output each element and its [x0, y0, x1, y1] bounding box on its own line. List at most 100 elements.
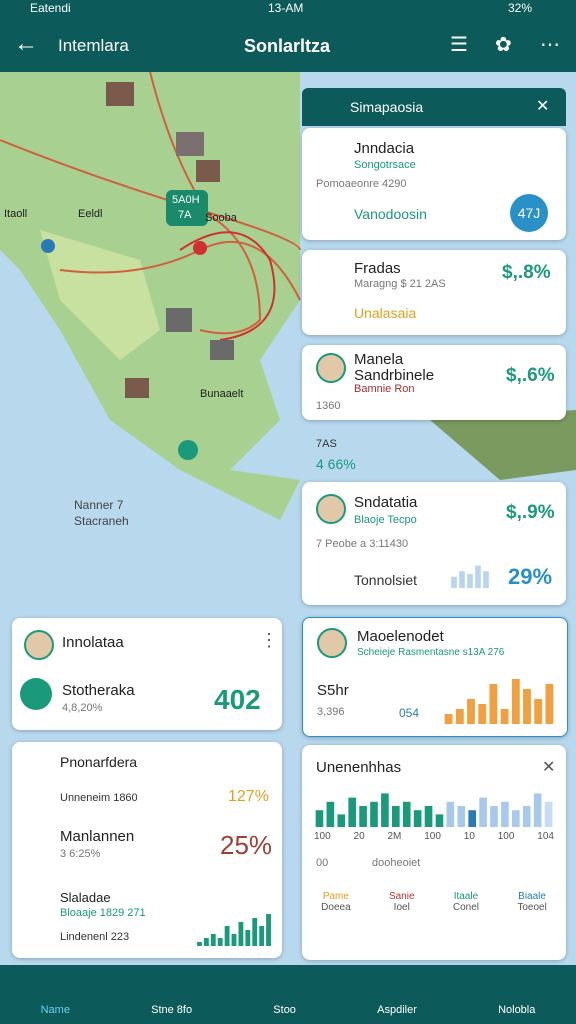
panel-header: Simapaosia ✕ — [302, 88, 566, 126]
bar — [490, 806, 498, 827]
card-value: $,.9% — [506, 502, 555, 523]
bar — [500, 709, 509, 724]
card[interactable]: Jnndacia Songotrsace Pomoaeonre 4290 Van… — [302, 128, 566, 240]
bar — [446, 801, 455, 827]
row-name: Lindenenl 223 — [60, 931, 130, 943]
bar — [245, 930, 251, 946]
nav-item[interactable]: Name — [40, 1004, 70, 1016]
bar — [210, 934, 216, 946]
card[interactable]: Fradas Maragng $ 21 2AS $,.8% Unalasaia — [302, 250, 566, 335]
row-meta: Bloaaje 1829 271 — [60, 907, 146, 919]
card-value: $,.6% — [506, 365, 555, 386]
map-label: 5A0H — [172, 194, 200, 206]
bar — [451, 576, 457, 588]
menu-icon[interactable]: ☰ — [450, 34, 468, 56]
bar — [337, 814, 346, 827]
badge-button[interactable]: 47J — [510, 194, 548, 232]
card-note: 1360 — [316, 400, 341, 412]
legend-item[interactable]: 00 — [316, 857, 329, 869]
bar — [479, 797, 487, 827]
row-meta: 3 6:25% — [60, 848, 101, 860]
bar — [457, 806, 466, 827]
item-name: Itaale — [453, 891, 479, 902]
map-label: Nanner 7 — [74, 498, 124, 512]
card[interactable]: Manela Sandrbinele Bamnie Ron $,.6% 1360 — [302, 345, 566, 420]
map-label: Eeldl — [78, 208, 103, 220]
nav-item[interactable]: Aspdiler — [377, 1004, 417, 1016]
back-label[interactable]: Intemlara — [58, 36, 129, 55]
map-label: Bunaaelt — [200, 388, 244, 400]
bar — [444, 714, 453, 724]
more-icon[interactable]: ⋯ — [540, 34, 560, 56]
back-button[interactable]: ← — [14, 30, 38, 57]
item[interactable]: Itaale Conel — [453, 891, 479, 913]
card[interactable]: Sndatatia Blaoje Tecpo $,.9% 7 Peobe a 3… — [302, 482, 566, 605]
bar — [475, 565, 481, 588]
card[interactable]: Unenenhhas ✕ 100 20 2M 100 10 100 104 00 doohe… — [302, 745, 566, 960]
card-title: Fradas — [354, 260, 401, 277]
bar — [534, 699, 543, 724]
card[interactable]: Pnonarfdera Unneneim 1860 127% Manlannen… — [12, 742, 282, 958]
card-subtitle: Songotrsace — [354, 159, 416, 171]
bar — [544, 801, 553, 827]
nav-item[interactable]: Stoo — [273, 1004, 296, 1016]
map-stat: 4 66% — [316, 456, 356, 472]
card-action[interactable]: Vanodoosin — [354, 206, 427, 222]
bar — [413, 810, 422, 827]
card[interactable]: Innolataa ⋮ Stotheraka 4,8,20% 402 — [12, 618, 282, 730]
axis-label: 100 — [424, 831, 441, 842]
card-badge: 054 — [399, 706, 420, 720]
legend-item[interactable]: dooheoiet — [372, 857, 421, 869]
card-meta: 4,8,20% — [62, 702, 103, 714]
more-icon[interactable]: ⋮ — [260, 630, 278, 650]
item-name: Sanie — [388, 891, 415, 902]
bottom-nav: Name Stne 8fo Stoo Aspdiler Nolobla — [0, 965, 576, 1024]
card[interactable]: Maoelenodet Scheieje Rasmentasne s13A 27… — [302, 617, 568, 737]
card-meta: Maragng $ 21 2AS — [354, 278, 446, 290]
bar — [467, 574, 473, 588]
card-stat: 29% — [508, 564, 553, 589]
axis-label: 100 — [497, 831, 515, 842]
bar — [231, 934, 237, 946]
axis-label: 100 — [314, 831, 331, 842]
bar-chart — [315, 793, 553, 827]
card-meta: Bamnie Ron — [354, 383, 415, 395]
item[interactable]: Biaale Toeoel — [517, 891, 546, 913]
axis-label: 2M — [387, 831, 402, 842]
bar — [533, 793, 542, 827]
battery: 32% — [508, 1, 533, 15]
map-label: Stacraneh — [74, 514, 129, 528]
bar — [266, 914, 271, 946]
axis-labels: 100 20 2M 100 10 100 104 — [314, 831, 554, 842]
card-value: $,.8% — [502, 262, 551, 283]
close-button[interactable]: ✕ — [542, 759, 556, 776]
item[interactable]: Pame Doeea — [321, 891, 350, 913]
bar — [459, 571, 465, 588]
bar — [435, 814, 444, 827]
card-subtitle: Blaoje Tecpo — [354, 514, 417, 526]
settings-icon[interactable]: ✿ — [495, 34, 512, 56]
bar — [326, 801, 335, 827]
item-name: Pame — [322, 891, 349, 902]
bar — [511, 679, 520, 724]
card-title: Manela — [354, 351, 404, 368]
bar — [424, 806, 433, 827]
bar — [455, 709, 464, 724]
row-value: 127% — [228, 788, 269, 805]
row-name: Unneneim 1860 — [60, 792, 138, 804]
item[interactable]: Sanie Ioel — [389, 891, 415, 913]
nav-item[interactable]: Stne 8fo — [151, 1004, 193, 1016]
nav-item[interactable]: Nolobla — [498, 1004, 536, 1016]
card-meta: 7 Peobe a 3:11430 — [316, 538, 409, 550]
close-button[interactable]: ✕ — [536, 98, 550, 115]
bar — [217, 938, 223, 946]
bar — [370, 801, 378, 827]
bar — [523, 689, 531, 724]
card-action[interactable]: Unalasaia — [354, 305, 417, 321]
card-value: 402 — [214, 684, 261, 715]
panel-title: Simapaosia — [350, 99, 424, 115]
card-subtitle: Sandrbinele — [354, 367, 435, 384]
card-action[interactable]: Tonnolsiet — [354, 572, 418, 588]
row-name: Manlannen — [60, 828, 135, 845]
card-title: Innolataa — [62, 634, 124, 651]
